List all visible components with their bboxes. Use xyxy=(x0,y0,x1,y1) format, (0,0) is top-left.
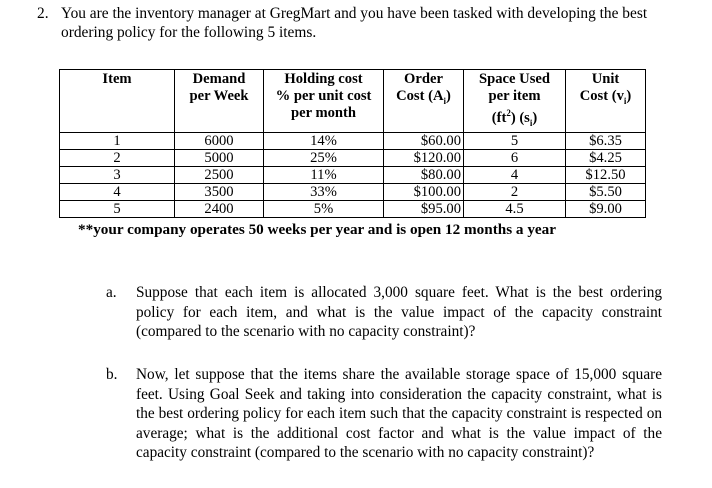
cell-order-cost: $80.00 xyxy=(383,165,464,184)
cell-item: 3 xyxy=(59,165,175,184)
cell-order-cost: $100.00 xyxy=(383,182,464,201)
cell-unit-cost: $6.35 xyxy=(565,131,646,150)
question-intro: 2. You are the inventory manager at Greg… xyxy=(37,4,677,42)
part-a-text: Suppose that each item is allocated 3,00… xyxy=(136,284,662,340)
part-b-text: Now, let suppose that the items share th… xyxy=(136,366,662,461)
inventory-table: Item Demand per Week Holding cost% per un… xyxy=(59,69,646,218)
part-b: b. Now, let suppose that the items share… xyxy=(106,365,662,463)
cell-space: 6 xyxy=(463,148,566,167)
cell-holding: 25% xyxy=(263,148,384,167)
cell-space: 4 xyxy=(463,165,566,184)
table-header-row: Item Demand per Week Holding cost% per un… xyxy=(59,69,646,133)
cell-unit-cost: $4.25 xyxy=(565,148,646,167)
cell-demand: 6000 xyxy=(174,131,264,150)
cell-holding: 33% xyxy=(263,182,384,201)
table-row: 3 2500 11% $80.00 4 $12.50 xyxy=(59,165,646,184)
cell-space: 2 xyxy=(463,182,566,201)
cell-demand: 3500 xyxy=(174,182,264,201)
cell-demand: 5000 xyxy=(174,148,264,167)
cell-space: 5 xyxy=(463,131,566,150)
question-text: You are the inventory manager at GregMar… xyxy=(61,5,648,41)
cell-demand: 2400 xyxy=(174,199,264,218)
cell-holding: 5% xyxy=(263,199,384,218)
part-a: a. Suppose that each item is allocated 3… xyxy=(106,283,662,342)
header-item: Item xyxy=(59,69,175,133)
cell-item: 5 xyxy=(59,199,175,218)
cell-item: 1 xyxy=(59,131,175,150)
cell-unit-cost: $5.50 xyxy=(565,182,646,201)
table-row: 2 5000 25% $120.00 6 $4.25 xyxy=(59,148,646,167)
cell-item: 4 xyxy=(59,182,175,201)
cell-space: 4.5 xyxy=(463,199,566,218)
cell-demand: 2500 xyxy=(174,165,264,184)
table-row: 5 2400 5% $95.00 4.5 $9.00 xyxy=(59,199,646,218)
table-row: 1 6000 14% $60.00 5 $6.35 xyxy=(59,131,646,150)
table-row: 4 3500 33% $100.00 2 $5.50 xyxy=(59,182,646,201)
part-b-label: b. xyxy=(106,366,118,383)
cell-unit-cost: $12.50 xyxy=(565,165,646,184)
header-unit-cost: Unit Cost (vi) xyxy=(565,69,646,133)
cell-order-cost: $60.00 xyxy=(383,131,464,150)
cell-order-cost: $120.00 xyxy=(383,148,464,167)
header-demand: Demand per Week xyxy=(174,69,264,133)
header-holding-cost: Holding cost% per unit cost per month xyxy=(263,69,384,133)
question-number: 2. xyxy=(37,5,49,22)
header-order-cost: Order Cost (Ai) xyxy=(383,69,464,133)
cell-order-cost: $95.00 xyxy=(383,199,464,218)
cell-unit-cost: $9.00 xyxy=(565,199,646,218)
cell-item: 2 xyxy=(59,148,175,167)
cell-holding: 14% xyxy=(263,131,384,150)
part-a-label: a. xyxy=(106,284,117,301)
header-space-used: Space Used per item (ft2) (si) xyxy=(463,69,566,133)
cell-holding: 11% xyxy=(263,165,384,184)
operations-note: **your company operates 50 weeks per yea… xyxy=(78,221,556,238)
